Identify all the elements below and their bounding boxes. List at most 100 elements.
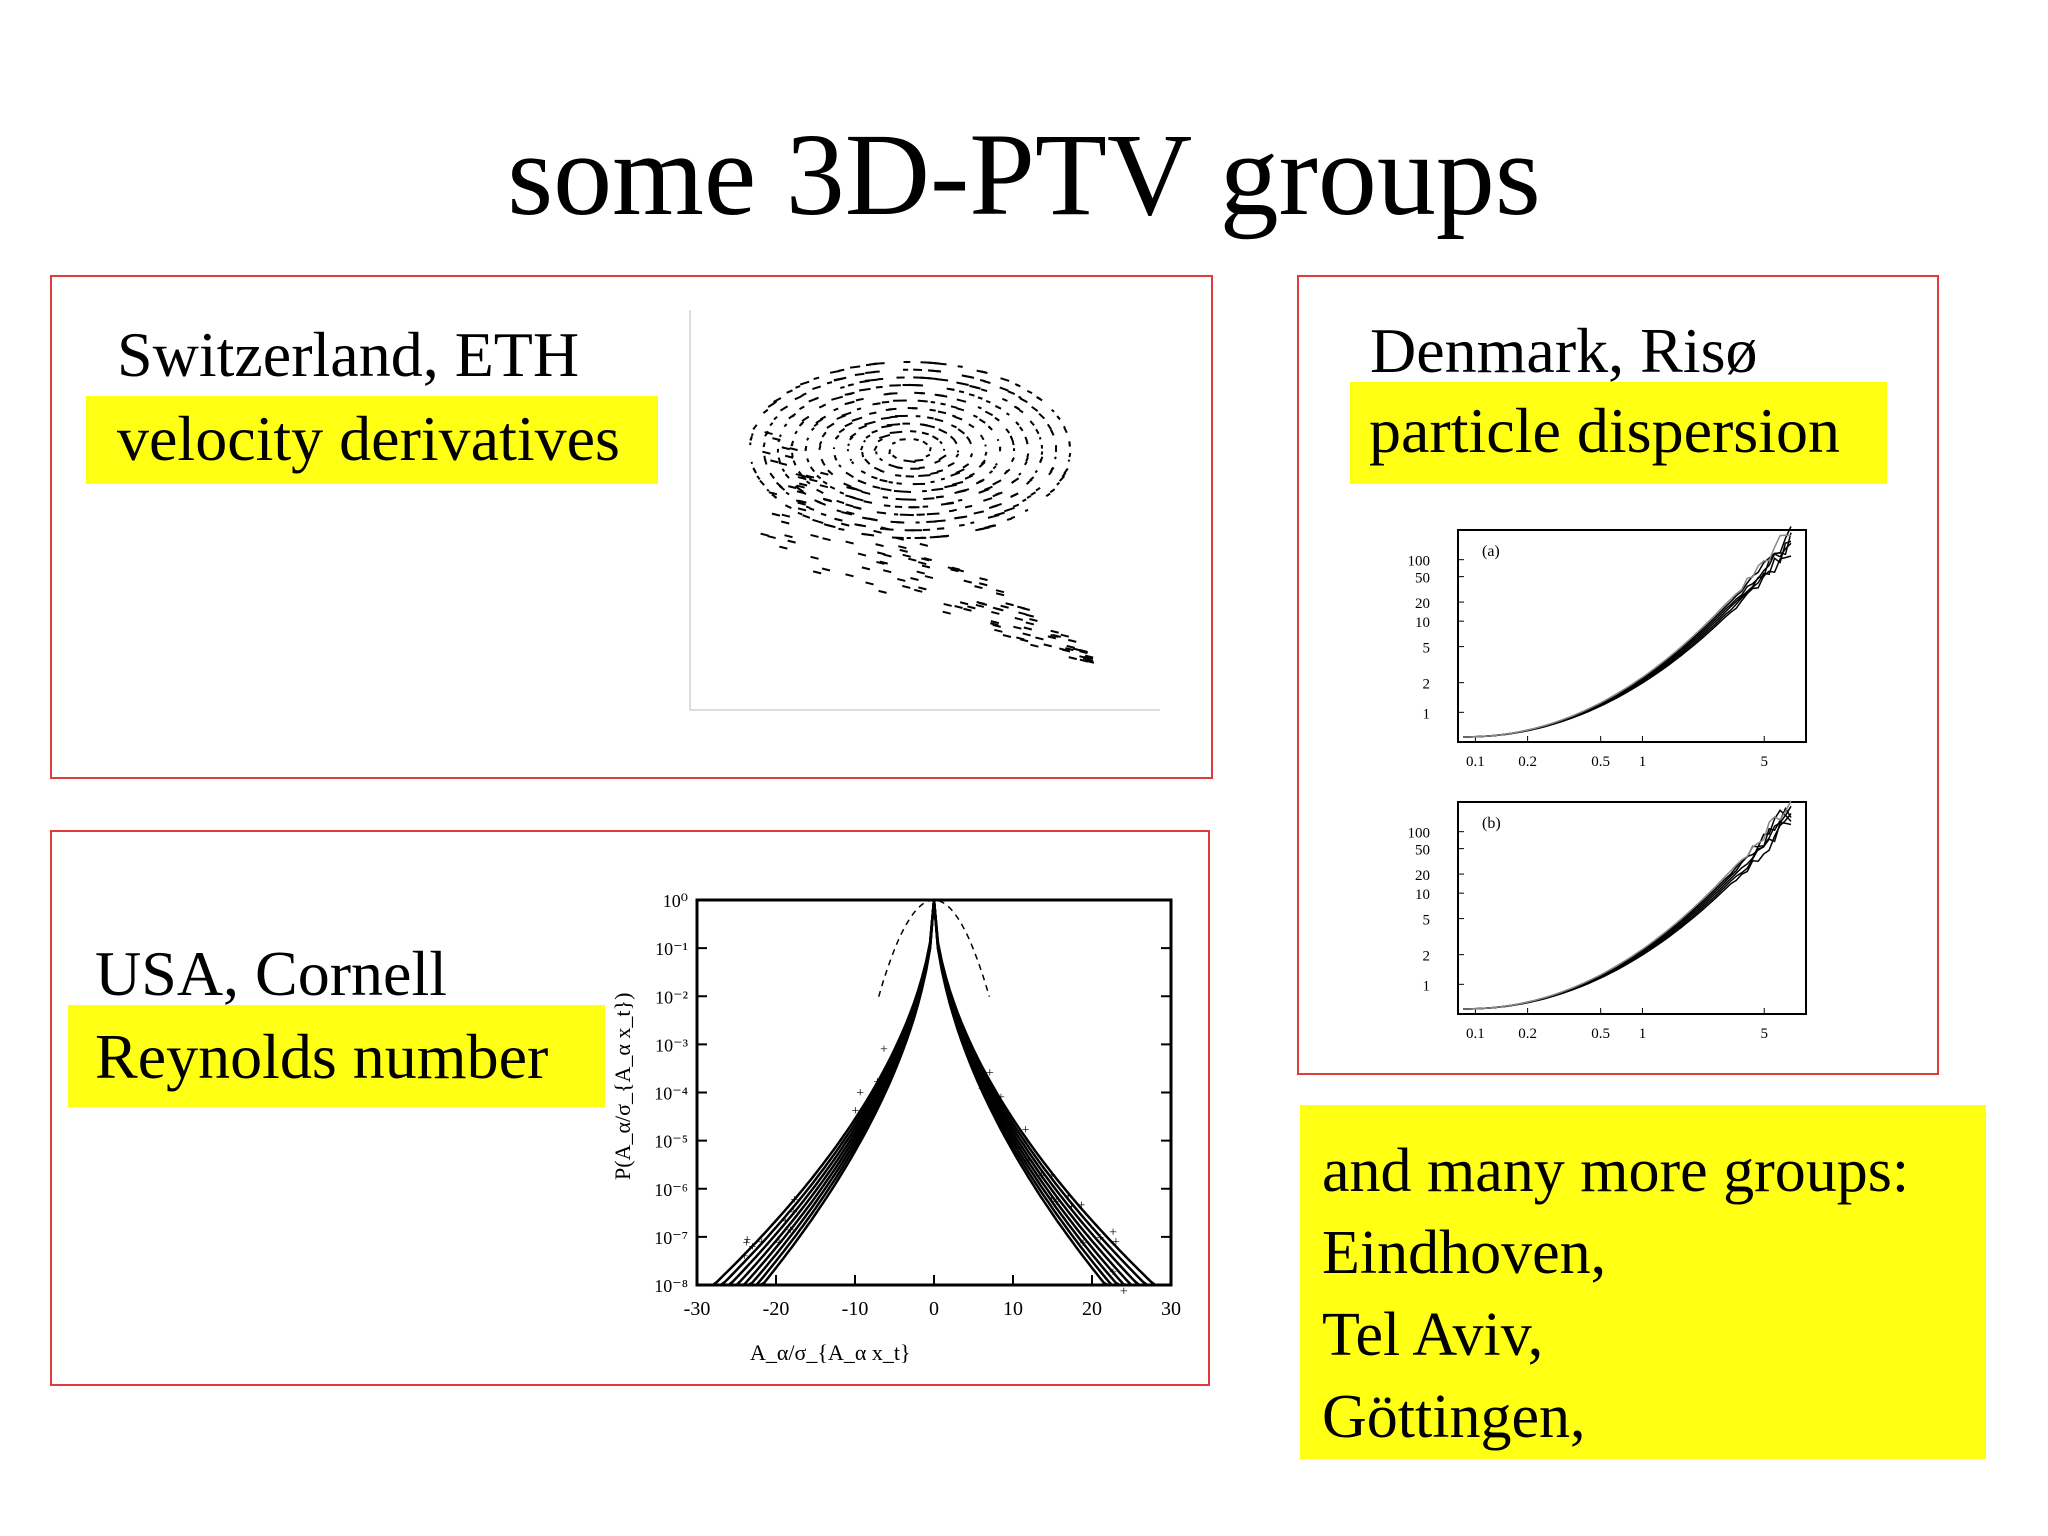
y-tick-label: 10⁻⁶ xyxy=(654,1180,688,1200)
vector-mark xyxy=(979,434,984,438)
group-box-cornell xyxy=(50,830,1210,1386)
vector-mark xyxy=(878,433,891,439)
vector-mark xyxy=(940,477,946,481)
vector-mark xyxy=(1045,492,1051,497)
vector-mark xyxy=(959,601,969,606)
vector-mark xyxy=(937,410,947,415)
vector-mark xyxy=(944,483,957,489)
vector-mark xyxy=(936,495,943,499)
vector-mark xyxy=(810,555,819,560)
dispersion-curve xyxy=(1463,813,1792,1010)
group-box-eth xyxy=(50,275,1213,779)
vector-mark xyxy=(967,438,972,445)
vector-mark xyxy=(974,585,983,590)
vector-mark xyxy=(1025,439,1029,445)
vector-mark xyxy=(950,471,961,477)
vector-mark xyxy=(930,480,935,484)
vector-mark xyxy=(847,443,850,447)
vector-mark xyxy=(921,564,931,569)
group-topic-eth: velocity derivatives xyxy=(86,396,658,484)
vector-mark xyxy=(957,365,963,368)
y-tick-label: 10⁻¹ xyxy=(655,939,688,959)
vector-mark xyxy=(991,610,1000,615)
vector-mark xyxy=(876,511,887,515)
vector-mark xyxy=(821,461,826,466)
vector-mark xyxy=(918,586,927,591)
group-topic-cornell: Reynolds number xyxy=(68,1005,605,1107)
vector-mark xyxy=(886,423,901,427)
vector-mark xyxy=(929,408,936,412)
vector-mark xyxy=(963,607,972,612)
pdf-marker: + xyxy=(1120,1285,1128,1300)
vector-mark xyxy=(1006,412,1010,416)
vector-mark xyxy=(821,567,831,572)
vector-mark xyxy=(936,527,944,530)
pdf-marker: + xyxy=(1052,1195,1060,1210)
vector-mark xyxy=(773,416,778,421)
vector-mark xyxy=(812,570,822,575)
vector-mark xyxy=(772,437,781,442)
vector-mark xyxy=(852,505,861,510)
vector-mark xyxy=(865,581,874,586)
vector-mark xyxy=(861,532,875,537)
vector-mark xyxy=(1018,472,1022,476)
vector-mark xyxy=(983,380,991,384)
pdf-marker: + xyxy=(851,1104,859,1119)
vector-mark xyxy=(784,534,793,539)
pdf-marker: + xyxy=(1048,1192,1056,1207)
vector-mark xyxy=(947,461,955,468)
vector-mark xyxy=(957,428,965,435)
vector-mark xyxy=(789,447,798,452)
vector-mark xyxy=(1068,441,1071,447)
vector-mark xyxy=(1012,503,1020,508)
vector-mark xyxy=(1030,491,1037,496)
vector-mark xyxy=(1015,383,1021,388)
vector-mark xyxy=(759,479,765,486)
vector-mark xyxy=(1019,397,1028,404)
vector-mark xyxy=(764,459,768,465)
pdf-curve xyxy=(697,899,1171,1287)
pdf-marker: + xyxy=(886,1059,894,1074)
vector-mark xyxy=(791,443,794,447)
pdf-marker: + xyxy=(758,1236,766,1251)
vector-mark xyxy=(864,458,871,465)
vector-mark xyxy=(979,577,988,582)
vector-mark xyxy=(990,622,999,627)
panel-label-b: (b) xyxy=(1482,815,1501,832)
group-box-riso xyxy=(1297,275,1939,1075)
vector-mark xyxy=(841,511,853,516)
vector-mark xyxy=(917,399,928,403)
vector-mark xyxy=(864,378,878,382)
vector-mark xyxy=(968,393,975,397)
vector-mark xyxy=(1025,613,1034,618)
vector-mark xyxy=(829,485,836,490)
more-groups-line: Eindhoven, xyxy=(1322,1219,1607,1287)
vector-mark xyxy=(1068,638,1077,643)
y-tick-label: 2 xyxy=(1423,949,1431,965)
vector-mark xyxy=(994,416,1000,422)
vector-mark xyxy=(819,484,829,489)
x-tick-label: 0 xyxy=(929,1298,939,1320)
x-tick-label: 5 xyxy=(1760,754,1768,770)
vector-mark xyxy=(820,512,827,517)
vector-mark xyxy=(840,386,845,389)
vector-mark xyxy=(952,508,957,512)
vector-mark xyxy=(978,461,986,468)
pdf-marker: + xyxy=(1112,1235,1120,1250)
vector-mark xyxy=(836,509,842,513)
vector-mark xyxy=(1016,636,1025,641)
vector-mark xyxy=(844,421,853,428)
vector-mark xyxy=(860,445,864,451)
vector-mark xyxy=(778,434,782,438)
x-tick-label: 20 xyxy=(1082,1298,1102,1320)
vector-mark xyxy=(762,408,769,414)
vector-mark xyxy=(857,479,864,484)
vector-mark xyxy=(1010,457,1015,463)
vector-mark xyxy=(845,503,854,508)
vector-mark xyxy=(930,400,936,404)
vector-mark xyxy=(924,575,934,580)
vector-mark xyxy=(883,504,891,508)
vector-mark xyxy=(809,478,818,483)
vector-mark xyxy=(992,491,1003,498)
